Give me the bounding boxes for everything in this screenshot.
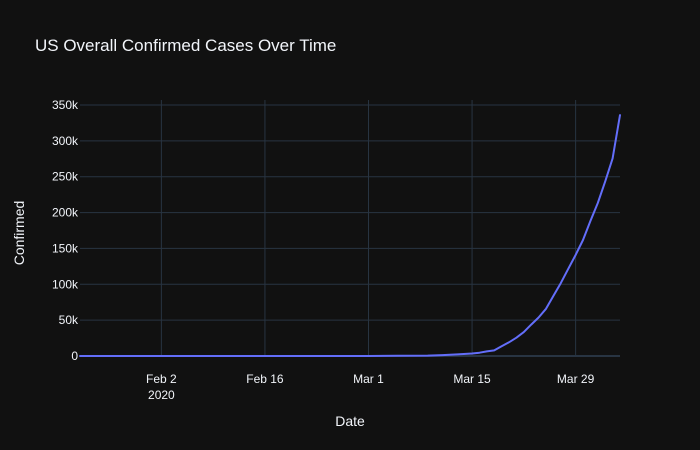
y-axis-tick-labels: 0 50k 100k 150k 200k 250k 300k 350k (52, 98, 79, 363)
gridlines (80, 100, 620, 357)
y-tick-label: 50k (59, 313, 79, 327)
series-lines (79, 114, 621, 357)
y-tick-label: 200k (52, 206, 79, 220)
x-axis-tick-labels: Feb 2 2020 Feb 16 Mar 1 Mar 15 Mar 29 (146, 372, 595, 402)
y-tick-label: 0 (71, 349, 78, 363)
chart-title: US Overall Confirmed Cases Over Time (35, 36, 336, 55)
y-tick-label: 150k (52, 241, 79, 255)
x-tick-label: Mar 29 (557, 372, 595, 386)
series-line (79, 114, 621, 357)
x-axis-title: Date (335, 413, 365, 429)
x-tick-sublabel: 2020 (148, 388, 175, 402)
y-tick-label: 250k (52, 170, 79, 184)
y-tick-label: 350k (52, 98, 79, 112)
x-tick-label: Feb 2 (146, 372, 177, 386)
x-tick-label: Mar 15 (453, 372, 491, 386)
y-axis-title: Confirmed (11, 201, 27, 266)
y-tick-label: 300k (52, 134, 79, 148)
x-tick-label: Feb 16 (246, 372, 284, 386)
x-tick-label: Mar 1 (353, 372, 384, 386)
y-tick-label: 100k (52, 277, 79, 291)
